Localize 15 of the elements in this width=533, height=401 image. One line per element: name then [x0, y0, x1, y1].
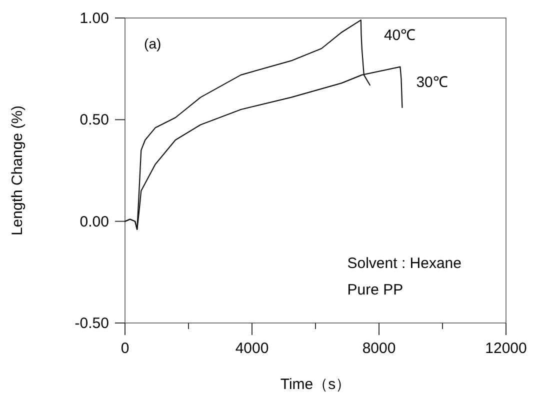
y-axis-title: Length Change (%): [9, 105, 26, 236]
x-tick-label: 4000: [235, 340, 269, 357]
y-tick-label: -0.50: [74, 315, 109, 332]
y-tick-label: 0.50: [80, 112, 109, 129]
annotation: Pure PP: [347, 282, 404, 299]
series-label: 30℃: [416, 74, 448, 91]
x-axis-title: Time（s）: [280, 376, 351, 393]
x-tick-label: 0: [120, 340, 130, 357]
annotation: Solvent : Hexane: [347, 255, 462, 272]
y-tick-label: 1.00: [80, 10, 109, 27]
x-tick-label: 8000: [362, 340, 396, 357]
annotation: (a): [144, 36, 162, 52]
x-tick-label: 12000: [485, 340, 527, 357]
series-label: 40℃: [384, 27, 416, 44]
y-tick-label: 0.00: [80, 213, 109, 230]
